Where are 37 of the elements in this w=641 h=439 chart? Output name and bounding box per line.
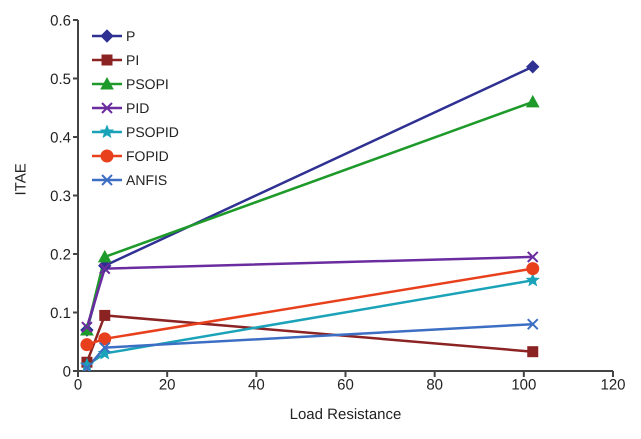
x-axis-title: Load Resistance [290, 406, 402, 423]
point [526, 250, 539, 263]
x-tick-label: 20 [158, 376, 176, 394]
y-tick-label: 0.4 [50, 129, 71, 146]
point [80, 338, 94, 352]
legend-label: ANFIS [126, 172, 168, 188]
legend-label: PID [126, 100, 150, 116]
x-tick-label: 80 [426, 376, 444, 394]
legend-label: PSOPID [126, 124, 179, 140]
y-tick-label: 0.2 [50, 246, 71, 264]
y-tick-label: 0.5 [50, 70, 71, 88]
point [526, 273, 540, 286]
legend-label: P [126, 28, 136, 44]
x-tick-label: 0 [74, 376, 82, 394]
point [526, 95, 540, 108]
y-axis-title: ITAE [12, 163, 30, 196]
point [98, 262, 111, 275]
legend-label: PI [126, 52, 140, 68]
point [98, 332, 112, 346]
point [526, 262, 540, 276]
point [526, 60, 540, 74]
x-tick-label: 120 [600, 376, 626, 394]
point [80, 321, 93, 334]
point [98, 250, 112, 262]
point [526, 318, 539, 330]
x-tick-label: 60 [337, 376, 354, 394]
y-tick-label: 0 [62, 363, 71, 380]
y-tick-label: 0.6 [50, 12, 71, 30]
legend-label: PSOPI [126, 76, 169, 92]
y-tick-label: 0.1 [50, 304, 71, 322]
point [527, 346, 538, 358]
x-tick-label: 40 [248, 376, 265, 394]
legend-label: FOPID [126, 148, 169, 164]
point [98, 342, 111, 354]
point [99, 310, 110, 321]
x-tick-label: 100 [511, 376, 536, 394]
y-tick-label: 0.3 [50, 188, 71, 205]
